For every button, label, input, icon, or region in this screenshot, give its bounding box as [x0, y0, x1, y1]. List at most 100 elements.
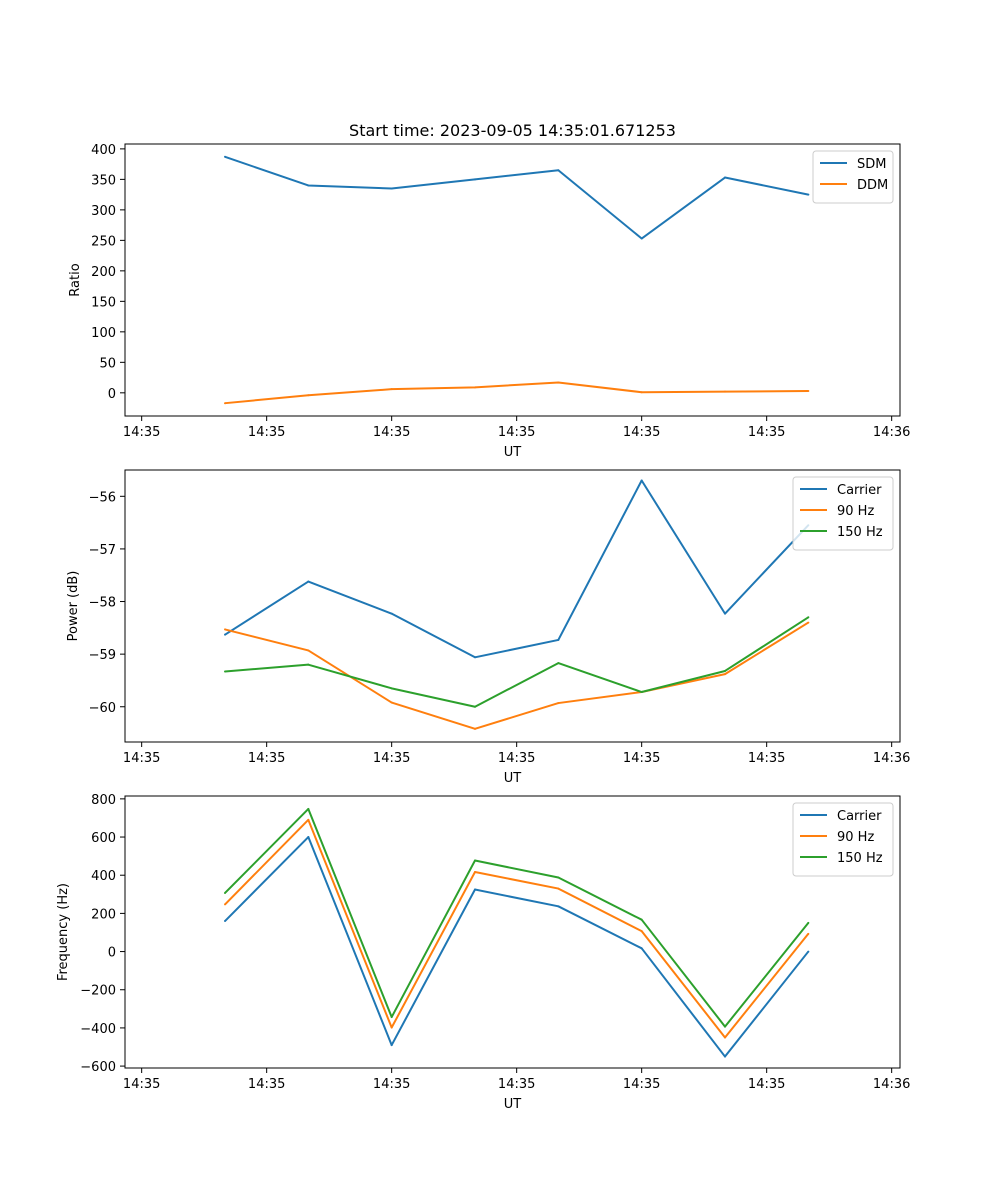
data-point — [224, 891, 226, 894]
data-point — [224, 670, 226, 673]
data-point — [557, 905, 560, 908]
data-point — [724, 612, 726, 615]
data-point — [224, 402, 226, 405]
data-point — [390, 701, 393, 704]
x-axis-label: UT — [504, 445, 522, 460]
series-line-carrier — [224, 479, 810, 659]
panel-3: 14:35 14:35 14:35 14:35 14:35 14:35 14:36 800 60… — [56, 793, 910, 1112]
data-point — [474, 859, 476, 862]
legend-entry: DDM — [857, 178, 888, 193]
x-tick-label: 14:35 — [123, 425, 160, 440]
data-point — [307, 580, 310, 583]
x-tick-label: 14:35 — [123, 751, 160, 766]
panel-1: 14:35 14:35 14:35 14:35 14:35 14:35 14:36 0 50 10… — [68, 143, 910, 460]
data-point — [390, 187, 393, 190]
panel-2: 14:35 14:35 14:35 14:35 14:35 14:35 14:36 −56 −5… — [66, 469, 910, 786]
x-tick-label: 14:35 — [248, 751, 285, 766]
data-point — [640, 947, 643, 950]
y-tick-label: −58 — [89, 596, 116, 611]
data-point — [224, 920, 226, 923]
data-point — [640, 237, 643, 240]
data-point — [474, 656, 476, 659]
y-tick-label: 800 — [91, 793, 116, 808]
x-tick-label: 14:35 — [748, 425, 785, 440]
y-tick-label: 50 — [99, 356, 116, 371]
data-point — [390, 1044, 393, 1047]
series-line-ddm — [224, 381, 809, 405]
data-point — [390, 1016, 393, 1019]
y-tick-label: 400 — [91, 869, 116, 884]
data-point — [640, 691, 643, 694]
y-tick-label: 350 — [91, 173, 116, 188]
y-tick-label: 400 — [91, 143, 116, 158]
y-tick-label: 200 — [91, 907, 116, 922]
data-point — [724, 1025, 726, 1028]
y-tick-label: −59 — [89, 648, 116, 663]
data-point — [307, 818, 310, 821]
data-point — [307, 649, 310, 652]
data-point — [807, 193, 810, 196]
y-tick-label: 200 — [91, 265, 116, 280]
data-point — [390, 687, 393, 690]
legend-entry: Carrier — [837, 483, 882, 498]
axes-frame — [124, 469, 901, 743]
x-tick-label: 14:35 — [248, 425, 285, 440]
x-tick-label: 14:35 — [623, 1077, 660, 1092]
y-tick-label: −56 — [89, 490, 116, 505]
y-tick-label: −57 — [89, 543, 116, 558]
data-point — [224, 903, 226, 906]
y-tick-label: 600 — [91, 831, 116, 846]
data-point — [224, 155, 226, 158]
y-tick-label: −60 — [89, 701, 116, 716]
x-tick-label: 14:35 — [748, 751, 785, 766]
data-point — [724, 1036, 726, 1039]
data-point — [474, 870, 476, 873]
data-point — [474, 178, 476, 181]
data-point — [807, 932, 810, 935]
data-point — [474, 727, 476, 730]
data-point — [557, 876, 560, 879]
series-line-90-hz — [224, 818, 810, 1039]
data-point — [557, 702, 560, 705]
legend-entry: 90 Hz — [837, 504, 874, 519]
data-point — [724, 669, 726, 672]
data-point — [807, 921, 810, 924]
data-point — [807, 389, 810, 392]
data-point — [307, 836, 310, 839]
legend-entry: 150 Hz — [837, 525, 883, 540]
chart-panels: 14:35 14:35 14:35 14:35 14:35 14:35 14:36 0 50 10… — [56, 143, 910, 1112]
series-line-carrier — [224, 836, 810, 1058]
data-point — [390, 388, 393, 391]
x-tick-label: 14:35 — [373, 751, 410, 766]
x-tick-label: 14:35 — [623, 425, 660, 440]
data-point — [724, 1055, 726, 1058]
x-tick-label: 14:35 — [248, 1077, 285, 1092]
data-point — [807, 621, 810, 624]
x-tick-label: 14:35 — [373, 1077, 410, 1092]
y-tick-label: 250 — [91, 234, 116, 249]
y-axis-label: Frequency (Hz) — [56, 883, 71, 981]
data-point — [474, 705, 476, 708]
x-tick-label: 14:35 — [498, 751, 535, 766]
data-point — [307, 807, 310, 810]
legend-entry: Carrier — [837, 809, 882, 824]
x-tick-label: 14:35 — [498, 425, 535, 440]
y-tick-label: 150 — [91, 295, 116, 310]
axes-frame — [124, 143, 901, 417]
x-tick-label: 14:36 — [873, 425, 910, 440]
y-tick-label: −400 — [80, 1022, 116, 1037]
y-tick-label: 0 — [108, 946, 116, 961]
data-point — [307, 394, 310, 397]
data-point — [640, 479, 643, 482]
axes-frame — [124, 795, 901, 1069]
data-point — [307, 663, 310, 666]
legend-entry: 90 Hz — [837, 830, 874, 845]
y-tick-label: 300 — [91, 204, 116, 219]
data-point — [557, 381, 560, 384]
data-point — [724, 390, 726, 393]
y-tick-label: 0 — [108, 387, 116, 402]
data-point — [640, 918, 643, 921]
data-point — [474, 386, 476, 389]
data-point — [640, 930, 643, 933]
chart-title: Start time: 2023-09-05 14:35:01.671253 — [349, 121, 676, 140]
